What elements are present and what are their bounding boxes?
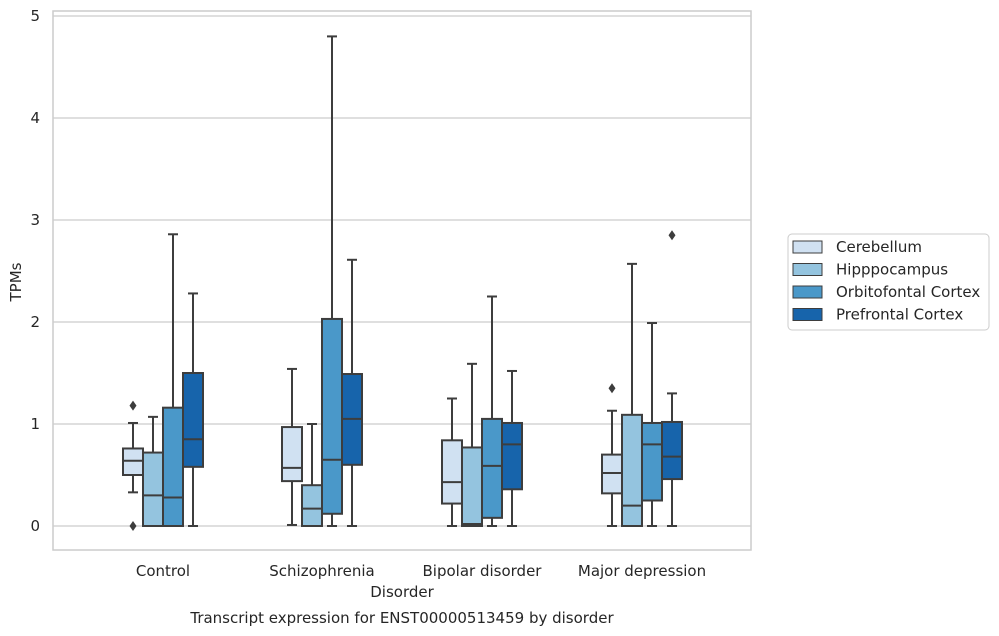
y-tick-labels: 0 1 2 3 4 5 — [30, 7, 40, 535]
legend-swatch — [792, 285, 823, 299]
box-schizophrenia-orbitofontal-cortex — [321, 35, 343, 527]
box-bipolar-disorder-cerebellum — [441, 397, 463, 527]
y-tick-label: 3 — [30, 211, 40, 229]
box-bipolar-disorder-orbitofontal-cortex — [481, 295, 503, 527]
box-body — [621, 413, 643, 528]
box-major-depression-cerebellum — [601, 383, 623, 527]
box-body — [601, 453, 623, 495]
outlier-point — [608, 383, 616, 394]
box-body — [301, 484, 323, 528]
box-body — [441, 439, 463, 505]
legend-swatch — [792, 308, 823, 321]
box-bipolar-disorder-hipppocampus — [461, 362, 483, 527]
x-tick-labels: Control Schizophrenia Bipolar disorder Majo… — [136, 562, 706, 580]
outlier-point — [129, 521, 137, 531]
box-control-hipppocampus — [142, 415, 164, 527]
box-body — [321, 317, 343, 515]
legend-label: Cerebellum — [836, 238, 922, 256]
legend-label: Prefrontal Cortex — [836, 306, 963, 324]
y-axis-label: TPMs — [7, 262, 25, 302]
box-schizophrenia-cerebellum — [281, 367, 303, 526]
box-control-orbitofontal-cortex — [162, 233, 184, 527]
y-tick-label: 5 — [30, 7, 40, 25]
box-bipolar-disorder-prefrontal-cortex — [501, 369, 523, 527]
box-body — [162, 406, 184, 527]
y-tick-label: 0 — [30, 517, 40, 535]
x-tick-label: Control — [136, 562, 190, 580]
y-tick-label: 1 — [30, 415, 40, 433]
plot-frame — [52, 10, 752, 551]
legend: Cerebellum Hipppocampus Orbitofontal Corte… — [787, 233, 990, 331]
x-tick-label: Bipolar disorder — [423, 562, 543, 580]
box-schizophrenia-prefrontal-cortex — [341, 258, 363, 527]
box-body — [122, 447, 144, 477]
legend-swatch — [792, 263, 823, 276]
x-tick-label: Major depression — [578, 562, 706, 580]
box-body — [641, 421, 663, 502]
box-schizophrenia-hipppocampus — [301, 423, 323, 528]
box-body — [481, 417, 503, 519]
chart-title: Transcript expression for ENST0000051345… — [189, 609, 614, 627]
box-body — [281, 426, 303, 483]
legend-label: Orbitofontal Cortex — [836, 283, 980, 301]
outlier-point — [129, 400, 137, 411]
box-body — [142, 451, 164, 527]
outlier-point — [668, 230, 676, 241]
box-control-cerebellum — [122, 400, 144, 531]
legend-swatch — [792, 240, 823, 254]
box-body — [501, 421, 523, 491]
box-major-depression-prefrontal-cortex — [661, 230, 683, 527]
box-body — [661, 420, 683, 481]
legend-box — [787, 233, 990, 331]
box-body — [461, 446, 483, 527]
box-major-depression-orbitofontal-cortex — [641, 322, 663, 527]
y-tick-label: 2 — [30, 313, 40, 331]
box-plots — [122, 35, 683, 531]
x-tick-label: Schizophrenia — [269, 562, 374, 580]
x-axis-label: Disorder — [370, 583, 434, 601]
box-body — [182, 372, 204, 468]
box-control-prefrontal-cortex — [182, 292, 204, 527]
box-major-depression-hipppocampus — [621, 262, 643, 528]
y-tick-label: 4 — [30, 109, 40, 127]
legend-label: Hipppocampus — [836, 261, 948, 279]
